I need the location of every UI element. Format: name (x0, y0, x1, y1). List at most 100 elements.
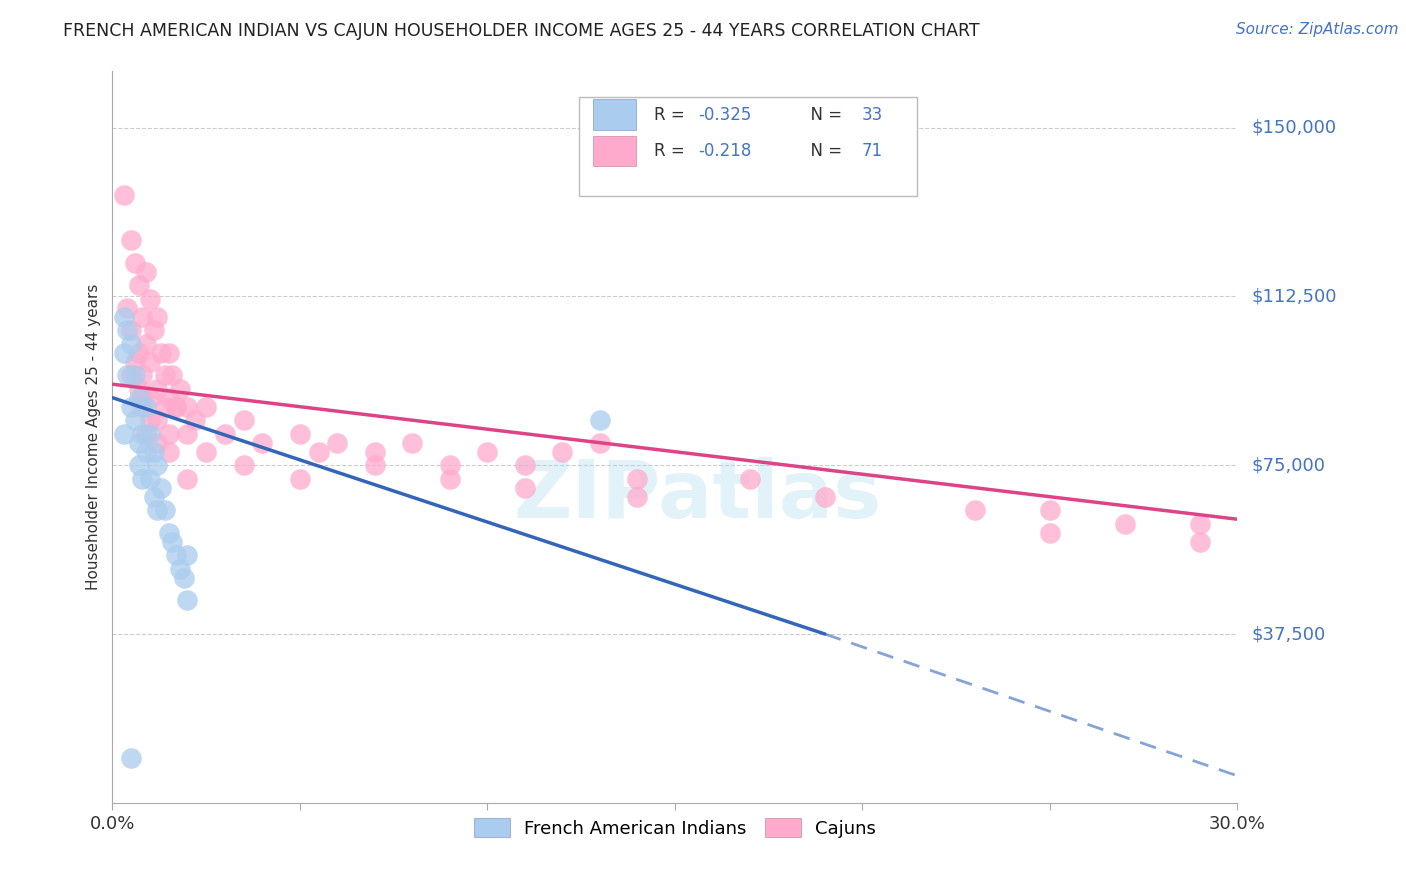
Text: FRENCH AMERICAN INDIAN VS CAJUN HOUSEHOLDER INCOME AGES 25 - 44 YEARS CORRELATIO: FRENCH AMERICAN INDIAN VS CAJUN HOUSEHOL… (63, 22, 980, 40)
Point (131, 400, 153, 414)
Point (162, 534, 184, 549)
Point (162, 368, 184, 383)
Point (401, 435, 423, 450)
Y-axis label: Householder Income Ages 25 - 44 years: Householder Income Ages 25 - 44 years (86, 284, 101, 591)
Point (439, 472, 461, 486)
Point (195, 444, 218, 458)
Point (176, 593, 198, 607)
Point (120, 233, 142, 247)
Point (184, 413, 207, 427)
Point (146, 310, 169, 324)
Point (589, 413, 612, 427)
Point (124, 354, 146, 368)
Point (153, 503, 176, 517)
Point (157, 444, 180, 458)
Point (214, 426, 236, 441)
Point (139, 354, 162, 368)
Point (252, 435, 274, 450)
Point (157, 391, 180, 405)
Point (124, 413, 146, 427)
Point (112, 310, 135, 324)
Text: 71: 71 (862, 142, 883, 160)
Point (165, 548, 187, 562)
Point (364, 444, 387, 458)
Point (146, 503, 169, 517)
Point (120, 323, 142, 337)
Point (1188, 516, 1211, 531)
Point (135, 426, 157, 441)
Point (128, 345, 150, 359)
Point (195, 400, 218, 414)
Point (146, 382, 169, 396)
Point (139, 391, 162, 405)
Point (135, 336, 157, 351)
Point (139, 292, 162, 306)
Point (146, 413, 169, 427)
FancyBboxPatch shape (593, 136, 636, 167)
Point (131, 391, 153, 405)
Point (738, 472, 761, 486)
Point (176, 400, 198, 414)
Text: -0.218: -0.218 (699, 142, 752, 160)
Point (157, 426, 180, 441)
Point (117, 368, 139, 383)
FancyBboxPatch shape (579, 97, 917, 195)
Point (112, 188, 135, 202)
Point (131, 368, 153, 383)
Text: N =: N = (800, 105, 846, 123)
Point (551, 444, 574, 458)
Text: ZIPatlas: ZIPatlas (513, 457, 882, 534)
Point (131, 426, 153, 441)
Point (124, 255, 146, 269)
Point (153, 400, 176, 414)
Point (112, 426, 135, 441)
Text: $75,000: $75,000 (1251, 456, 1326, 475)
Point (128, 458, 150, 473)
Point (124, 368, 146, 383)
Point (176, 472, 198, 486)
Text: N =: N = (800, 142, 846, 160)
Point (131, 310, 153, 324)
Point (176, 426, 198, 441)
Point (308, 444, 330, 458)
Point (1039, 525, 1062, 540)
Point (117, 323, 139, 337)
Point (150, 345, 173, 359)
Point (169, 382, 191, 396)
Point (589, 435, 612, 450)
Point (439, 458, 461, 473)
Point (1039, 503, 1062, 517)
Point (146, 435, 169, 450)
Point (1114, 516, 1136, 531)
Point (135, 444, 157, 458)
Point (153, 368, 176, 383)
Point (139, 426, 162, 441)
Text: -0.325: -0.325 (699, 105, 752, 123)
Point (139, 413, 162, 427)
Point (135, 400, 157, 414)
Point (150, 481, 173, 495)
Point (131, 472, 153, 486)
Point (326, 435, 349, 450)
Point (142, 444, 165, 458)
Point (128, 391, 150, 405)
Point (176, 548, 198, 562)
Point (513, 458, 536, 473)
Point (165, 400, 187, 414)
Point (626, 472, 648, 486)
Point (173, 571, 195, 585)
Point (157, 345, 180, 359)
Point (128, 382, 150, 396)
Point (165, 400, 187, 414)
Point (963, 503, 986, 517)
Point (169, 562, 191, 576)
Point (1188, 534, 1211, 549)
Point (117, 301, 139, 315)
Legend: French American Indians, Cajuns: French American Indians, Cajuns (467, 811, 883, 845)
Point (477, 444, 499, 458)
Point (146, 458, 169, 473)
Point (288, 472, 311, 486)
Text: R =: R = (654, 105, 689, 123)
Point (120, 751, 142, 765)
Point (626, 490, 648, 504)
